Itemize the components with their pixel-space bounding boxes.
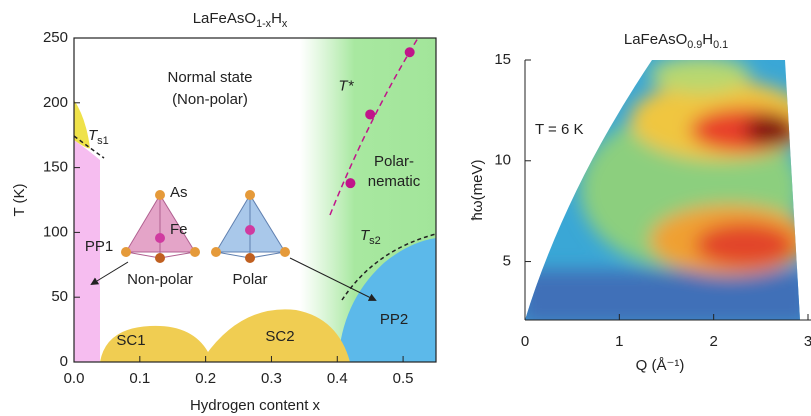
y-tick-label: 200 [43, 94, 68, 111]
ts2-line [341, 233, 437, 301]
annotation: T = 6 K [535, 121, 584, 138]
heatmap-intensity [525, 60, 800, 320]
x-tick-label: 2 [709, 333, 717, 350]
annotation: Ts2 [360, 227, 381, 247]
phase-label: SC1 [116, 332, 145, 349]
y-tick-label: 5 [503, 253, 511, 270]
title: LaFeAsO1-xHx [193, 10, 288, 30]
atom [245, 225, 255, 235]
x-tick-label: 3 [804, 333, 811, 350]
y-axis-label: T (K) [11, 183, 28, 216]
subscript: 1-x [256, 18, 272, 30]
x-tick-label: 0.3 [261, 370, 282, 387]
y-axis-label: ħω(meV) [469, 160, 486, 221]
plot-frame [73, 37, 437, 363]
phase-regions [73, 37, 437, 362]
x-tick-label: 1 [615, 333, 623, 350]
x-tick-label: 0 [521, 333, 529, 350]
x-tick-label: 0.5 [393, 370, 414, 387]
data-point [345, 178, 356, 189]
tetrahedron-label: Non-polar [127, 271, 193, 288]
ts1-region [74, 100, 90, 149]
subscript: s2 [369, 235, 381, 247]
atom [245, 190, 255, 200]
atom [121, 247, 131, 257]
x-axis-label: Q (Å⁻¹) [636, 357, 685, 374]
x-axis-label: Hydrogen content x [190, 397, 321, 414]
y-tick-label: 10 [494, 152, 511, 169]
phase-label: PP2 [380, 311, 408, 328]
subscript: 0.9 [687, 39, 702, 51]
symbol: T [360, 227, 371, 244]
y-tick-label: 15 [494, 51, 511, 68]
tetrahedra [90, 190, 377, 301]
arrow [90, 261, 129, 286]
atom [211, 247, 221, 257]
series-name: T* [338, 77, 354, 94]
data-point [365, 109, 376, 120]
annotation: Normal state [167, 69, 252, 86]
x-tick-label: 0.2 [195, 370, 216, 387]
y-tick-label: 250 [43, 29, 68, 46]
annotation: nematic [368, 173, 421, 190]
y-tick-label: 150 [43, 159, 68, 176]
pp2-region [338, 238, 436, 362]
atom [155, 253, 165, 263]
annotation: Ts1 [88, 127, 109, 147]
x-tick-label: 0.4 [327, 370, 348, 387]
annotation: (Non-polar) [172, 91, 248, 108]
data-point [404, 47, 415, 58]
phase-label: PP1 [85, 238, 113, 255]
subscript: x [282, 18, 288, 30]
y-tick-label: 0 [60, 353, 68, 370]
atom-label: Fe [170, 221, 188, 238]
text-part: LaFeAsO [624, 31, 687, 48]
atom [155, 233, 165, 243]
x-tick-label: 0.0 [64, 370, 85, 387]
atom [190, 247, 200, 257]
x-tick-label: 0.1 [129, 370, 150, 387]
pp1-region [74, 140, 100, 362]
subscript: s1 [97, 135, 109, 147]
y-tick-label: 100 [43, 223, 68, 240]
annotation: Polar- [374, 153, 414, 170]
text-part: H [702, 31, 713, 48]
sc1-region [100, 325, 212, 362]
arrow [289, 257, 377, 301]
symbol: T [88, 127, 99, 144]
atom [280, 247, 290, 257]
y-tick-label: 50 [51, 288, 68, 305]
atom-label: As [170, 184, 188, 201]
phase-label: SC2 [265, 328, 294, 345]
atom [245, 253, 255, 263]
subscript: 0.1 [713, 39, 728, 51]
text-part: H [271, 10, 282, 27]
atom [155, 190, 165, 200]
series-label: T* [338, 77, 354, 94]
tetrahedron-label: Polar [232, 271, 267, 288]
text-part: LaFeAsO [193, 10, 256, 27]
ts1-line [73, 135, 105, 159]
title: LaFeAsO0.9H0.1 [624, 31, 728, 51]
sc2-region [205, 309, 350, 362]
tstar-line [329, 37, 419, 216]
